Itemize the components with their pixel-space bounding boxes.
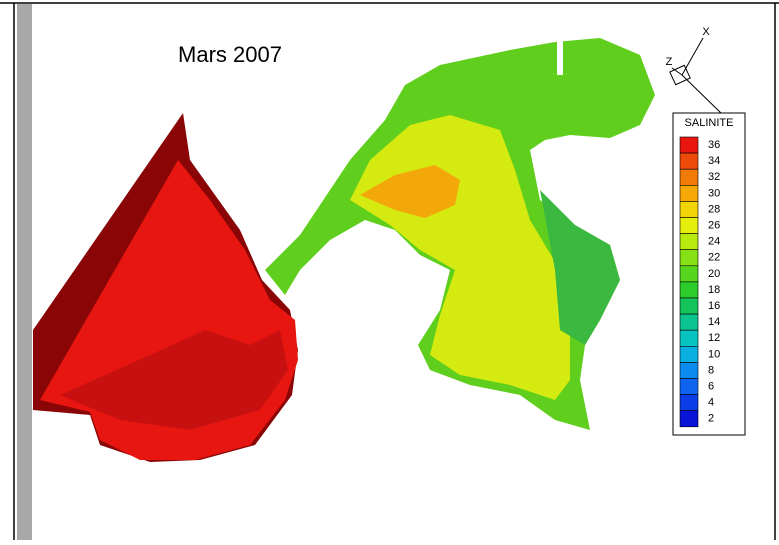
legend-label: 4: [708, 397, 714, 409]
legend-swatch: [680, 218, 698, 234]
legend-label: 34: [708, 155, 720, 167]
map-title: Mars 2007: [178, 42, 282, 67]
legend-label: 16: [708, 300, 720, 312]
legend-swatch: [680, 282, 698, 298]
legend-title: SALINITE: [685, 117, 734, 129]
legend-label: 26: [708, 219, 720, 231]
legend-swatch: [680, 137, 698, 153]
legend-label: 18: [708, 284, 720, 296]
legend-label: 32: [708, 171, 720, 183]
legend-swatch: [680, 346, 698, 362]
legend-label: 36: [708, 139, 720, 151]
legend-label: 14: [708, 316, 720, 328]
legend-label: 30: [708, 187, 720, 199]
legend-swatch: [680, 234, 698, 250]
legend-label: 8: [708, 364, 714, 376]
legend-label: 2: [708, 413, 714, 425]
legend-label: 22: [708, 252, 720, 264]
legend-swatch: [680, 314, 698, 330]
legend-swatch: [680, 169, 698, 185]
legend-swatch: [680, 185, 698, 201]
legend: SALINITE 36 34 32 30 28 26 24 22 20 18 16 14 12 10 8 6 4…: [673, 113, 745, 435]
z-axis-label: Z: [666, 56, 673, 68]
legend-swatch: [680, 379, 698, 395]
x-axis-label: X: [702, 26, 710, 38]
legend-label: 20: [708, 268, 720, 280]
legend-swatch: [680, 266, 698, 282]
legend-swatch: [680, 153, 698, 169]
legend-swatch: [680, 395, 698, 411]
side-bar: [17, 4, 32, 540]
legend-label: 24: [708, 236, 720, 248]
legend-swatch: [680, 250, 698, 266]
legend-swatch: [680, 330, 698, 346]
legend-label: 10: [708, 348, 720, 360]
legend-label: 28: [708, 203, 720, 215]
legend-swatch: [680, 201, 698, 217]
legend-swatch: [680, 298, 698, 314]
legend-swatch: [680, 362, 698, 378]
notch: [557, 40, 563, 75]
screen: Mars 2007 X Z Y SALINITE 363432302826242…: [0, 0, 779, 540]
legend-swatch: [680, 411, 698, 427]
legend-label: 6: [708, 380, 714, 392]
legend-label: 12: [708, 332, 720, 344]
